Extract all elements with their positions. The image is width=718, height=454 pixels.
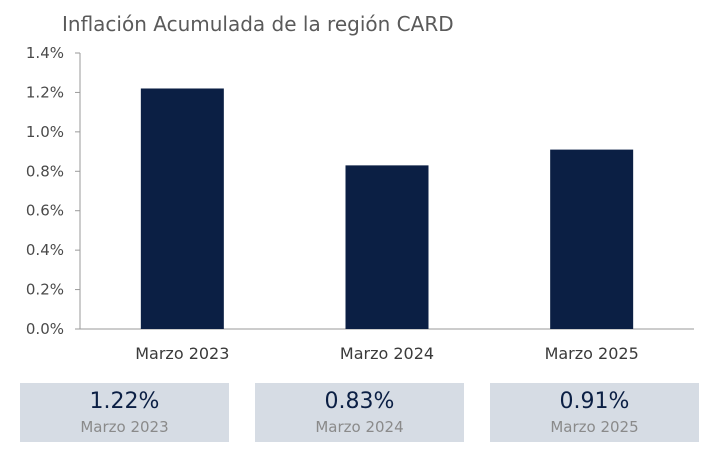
bar xyxy=(550,149,634,329)
x-tick-label: Marzo 2025 xyxy=(545,344,639,363)
x-tick-label: Marzo 2024 xyxy=(340,344,434,363)
summary-card-value: 0.91% xyxy=(559,389,630,414)
y-tick-label: 1.2% xyxy=(26,83,64,101)
y-tick-label: 0.4% xyxy=(26,241,64,259)
y-tick-label: 1.0% xyxy=(26,123,64,141)
summary-card-label: Marzo 2024 xyxy=(315,418,404,436)
y-tick-label: 0.0% xyxy=(26,320,64,338)
summary-card-value: 1.22% xyxy=(89,389,160,414)
summary-card-marzo-2025: 0.91% Marzo 2025 xyxy=(490,383,699,442)
summary-card-value: 0.83% xyxy=(324,389,395,414)
x-tick-label: Marzo 2023 xyxy=(135,344,229,363)
chart-title: Inflación Acumulada de la región CARD xyxy=(62,12,454,36)
y-tick-label: 0.2% xyxy=(26,281,64,299)
bar-chart: 0.0% 0.2% 0.4% 0.6% 0.8% 1.0% 1.2% 1.4% Marzo 20… xyxy=(26,44,694,363)
summary-cards: 1.22% Marzo 2023 0.83% Marzo 2024 0.91% … xyxy=(20,383,700,442)
y-tick-label: 1.4% xyxy=(26,44,64,62)
summary-card-marzo-2023: 1.22% Marzo 2023 xyxy=(20,383,229,442)
y-tick-label: 0.8% xyxy=(26,162,64,180)
summary-card-label: Marzo 2025 xyxy=(550,418,639,436)
y-tick-label: 0.6% xyxy=(26,202,64,220)
summary-card-marzo-2024: 0.83% Marzo 2024 xyxy=(255,383,464,442)
bar xyxy=(345,165,429,329)
bar xyxy=(140,88,224,329)
summary-card-label: Marzo 2023 xyxy=(80,418,169,436)
